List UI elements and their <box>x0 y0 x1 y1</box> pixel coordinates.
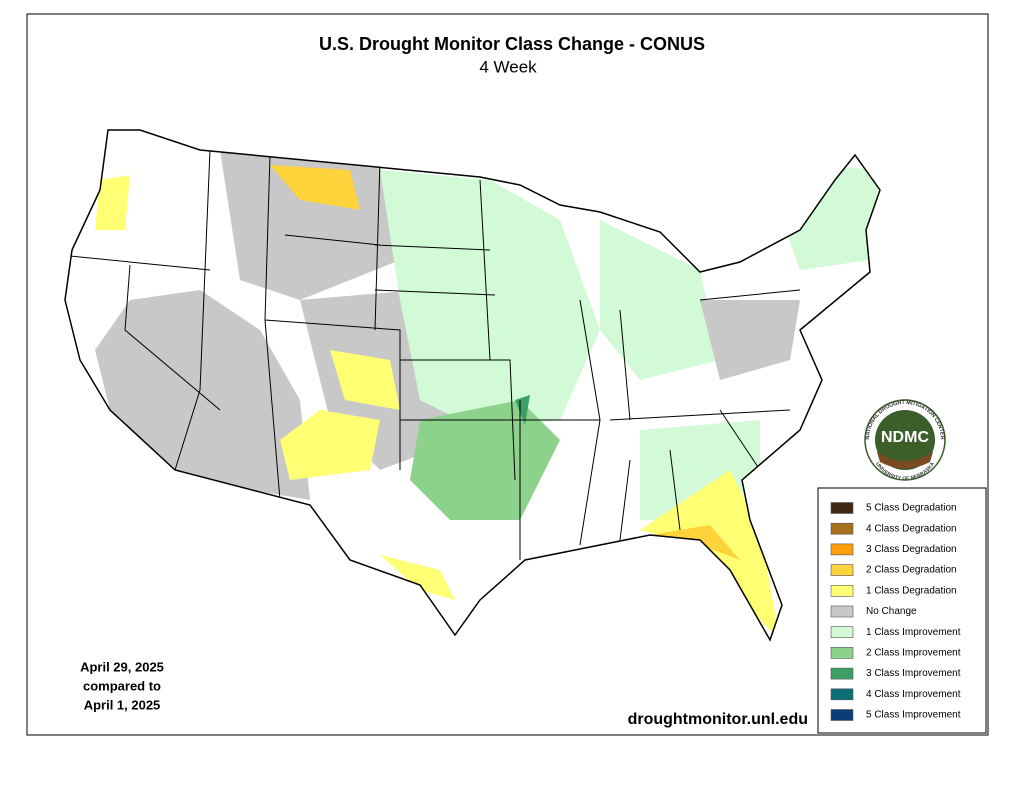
legend-swatch <box>830 667 854 680</box>
map <box>64 129 881 642</box>
date-line: April 29, 2025 <box>80 659 164 674</box>
legend-label: 4 Class Degradation <box>866 523 957 534</box>
legend-swatch <box>830 502 854 514</box>
title: U.S. Drought Monitor Class Change - CONU… <box>319 34 705 54</box>
legend-label: 5 Class Improvement <box>866 710 961 721</box>
logo-ground <box>877 452 933 469</box>
date-line: April 1, 2025 <box>84 697 161 712</box>
logo-name: NDMC <box>881 429 929 446</box>
legend-label: No Change <box>866 606 917 617</box>
legend-label: 2 Class Improvement <box>866 648 961 659</box>
legend-label: 2 Class Degradation <box>866 565 957 576</box>
legend-swatch <box>830 605 854 618</box>
ndmc-logo: NDMC NATIONAL DROUGHT MITIGATION CENTER … <box>864 399 946 482</box>
logo-disc <box>875 410 935 470</box>
source-url: droughtmonitor.unl.edu <box>628 711 808 728</box>
legend-label: 1 Class Improvement <box>866 627 961 638</box>
legend-swatch <box>830 543 854 556</box>
legend-label: 4 Class Improvement <box>866 689 961 700</box>
change-areas <box>95 150 880 640</box>
conus-outline <box>64 129 881 642</box>
legend-label: 1 Class Degradation <box>866 585 957 596</box>
legend-swatch <box>830 626 854 639</box>
legend-label: 5 Class Degradation <box>866 503 957 514</box>
state-lines <box>65 149 801 560</box>
legend-label: 3 Class Degradation <box>866 544 957 555</box>
legend: 5 Class Degradation 4 Class Degradation 3 … <box>830 502 961 721</box>
legend-swatch <box>830 522 854 535</box>
legend-swatch <box>830 564 854 576</box>
date-line: compared to <box>83 678 161 693</box>
legend-swatch <box>830 688 854 701</box>
legend-label: 3 Class Improvement <box>866 668 961 679</box>
legend-swatch <box>830 709 854 721</box>
legend-swatch <box>830 584 854 597</box>
subtitle: 4 Week <box>479 57 537 76</box>
legend-swatch <box>830 647 854 659</box>
